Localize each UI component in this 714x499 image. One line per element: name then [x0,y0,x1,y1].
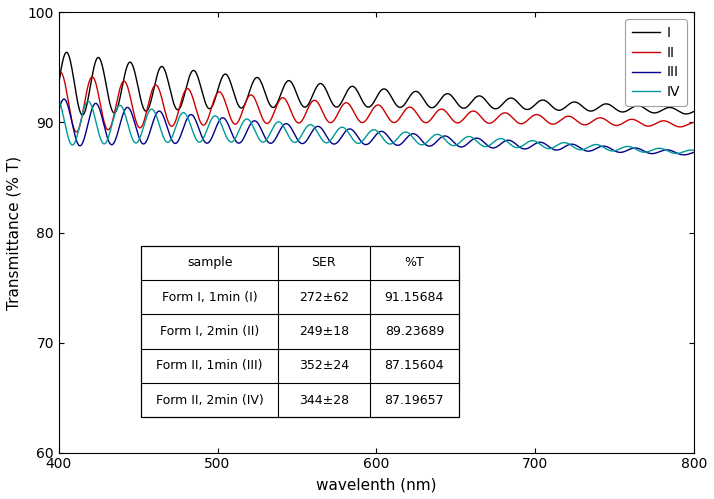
IV [638,149,647,155]
Text: 91.15684: 91.15684 [385,291,444,304]
Text: Form I, 1min (I): Form I, 1min (I) [162,291,257,304]
II [690,119,698,125]
I [62,49,71,55]
IV [690,147,698,153]
I [639,104,648,110]
III [356,138,365,144]
Line: III: III [59,99,694,155]
III [60,96,69,102]
III [638,147,647,153]
II [639,122,648,128]
Text: 87.15604: 87.15604 [385,359,444,372]
I [321,86,330,92]
I [327,98,336,104]
II [56,69,65,75]
II [670,122,679,128]
II [516,121,525,127]
III [54,108,63,114]
IV [672,151,680,157]
III [516,144,525,150]
IV [356,140,365,146]
III [321,132,330,138]
Text: Form II, 2min (IV): Form II, 2min (IV) [156,394,263,407]
Text: 272±62: 272±62 [299,291,349,304]
I [690,108,698,114]
Text: 87.19657: 87.19657 [385,394,444,407]
Text: 89.23689: 89.23689 [385,325,444,338]
II [356,119,365,125]
I [356,95,365,101]
Text: Form II, 1min (III): Form II, 1min (III) [156,359,263,372]
Line: I: I [59,52,694,115]
Bar [141,246,459,418]
Line: II: II [59,72,694,132]
Text: Form I, 2min (II): Form I, 2min (II) [160,325,259,338]
I [54,81,63,87]
Text: %T: %T [405,256,424,269]
Text: sample: sample [187,256,232,269]
Text: SER: SER [311,256,336,269]
III [690,149,698,155]
Legend: I, II, III, IV: I, II, III, IV [625,19,687,106]
IV [670,150,678,156]
I [79,112,87,118]
Y-axis label: Transmittance (% T): Transmittance (% T) [7,156,22,309]
III [670,149,679,155]
Text: 344±28: 344±28 [299,394,349,407]
Text: 249±18: 249±18 [299,325,349,338]
II [321,115,330,121]
IV [321,140,330,146]
I [670,106,679,112]
Text: 352±24: 352±24 [299,359,349,372]
Line: IV: IV [59,99,694,154]
III [326,139,335,145]
II [327,120,336,126]
II [72,129,81,135]
II [54,71,63,77]
IV [326,137,335,143]
I [516,102,525,108]
X-axis label: wavelenth (nm): wavelenth (nm) [316,477,436,492]
III [680,152,688,158]
IV [54,96,63,102]
IV [516,144,524,150]
